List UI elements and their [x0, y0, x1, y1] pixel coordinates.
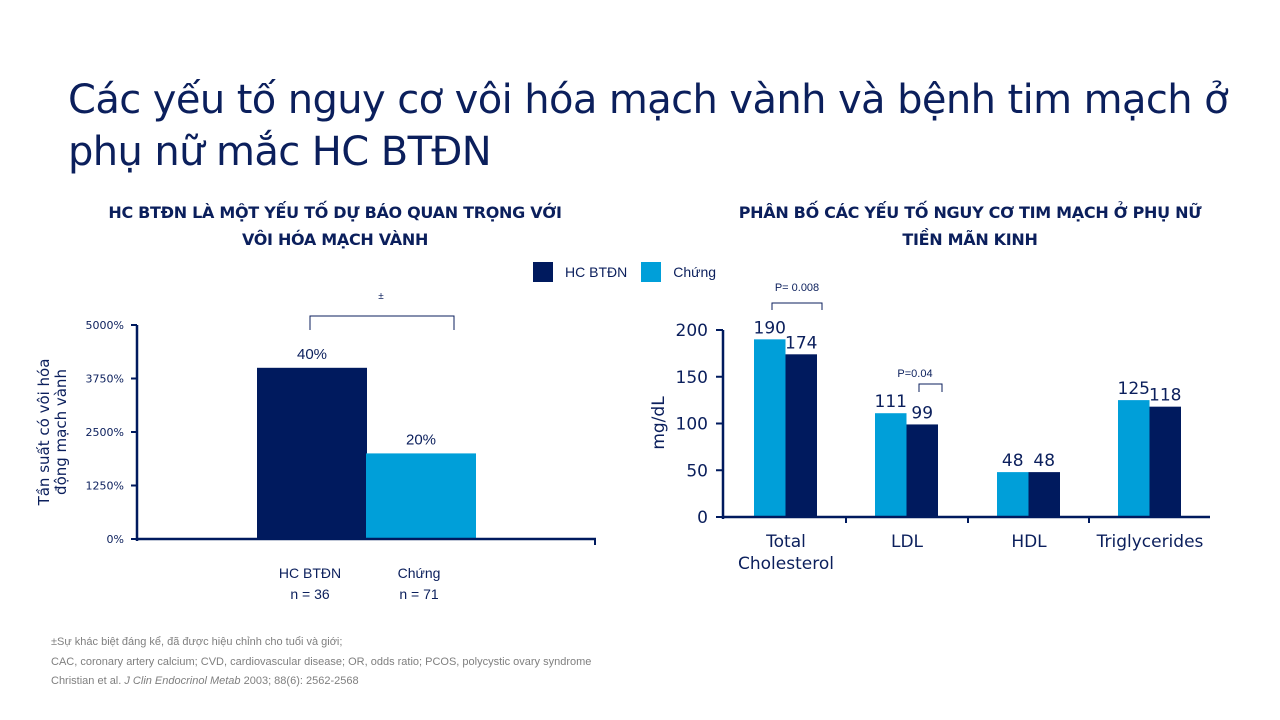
citation-journal: J Clin Endocrinol Metab: [124, 675, 241, 687]
legend-label-chung: Chứng: [673, 264, 717, 280]
citation-authors: Christian et al.: [51, 675, 125, 687]
right-bar-chart: mg/dL 0 50 100 150 200 190 111 48 125 174 99 48 118…: [649, 282, 1210, 574]
right-bar-value-label: 99: [911, 403, 933, 423]
footnote-significance: ±Sự khác biệt đáng kể, đã được hiệu chỉn…: [51, 636, 343, 648]
citation-details: 2003; 88(6): 2562-2568: [240, 675, 359, 687]
right-heading-line2: TIỀN MÃN KINH: [902, 230, 1038, 249]
p-value-label: P= 0.008: [775, 282, 819, 294]
right-y-tick-label: 50: [686, 461, 708, 481]
left-heading-line2: VÔI HÓA MẠCH VÀNH: [241, 230, 429, 249]
right-bar: [785, 354, 817, 517]
footnote-citation: Christian et al. J Clin Endocrinol Metab…: [51, 675, 359, 687]
right-x-category-label: LDL: [891, 532, 924, 552]
right-bar: [875, 413, 907, 517]
significance-bracket: [309, 315, 455, 330]
left-x-category-n: n = 36: [290, 586, 330, 602]
legend-item-hcbtdn: HC BTĐN: [533, 262, 627, 282]
left-bar-chart: Tần suất có vôi hóa động mạch vành 0% 125…: [35, 291, 596, 602]
legend-swatch-hcbtdn: [533, 262, 553, 282]
legend-swatch-chung: [641, 262, 662, 282]
legend-label-hcbtdn: HC BTĐN: [565, 264, 628, 280]
right-bar: [906, 424, 938, 517]
left-bar: [257, 367, 367, 539]
significance-symbol: ±: [378, 291, 384, 302]
right-x-category-label: HDL: [1011, 532, 1047, 552]
right-bar: [997, 472, 1029, 517]
right-bar-value-label: 118: [1149, 386, 1181, 406]
left-y-tick-label: 0%: [107, 533, 124, 546]
right-bar: [754, 339, 786, 517]
right-bar: [1149, 406, 1181, 517]
right-y-tick-label: 150: [676, 368, 708, 388]
p-value-bracket: [771, 302, 823, 310]
right-x-category-label: Total: [765, 532, 806, 552]
right-bar-value-label: 125: [1118, 379, 1150, 399]
right-y-tick-label: 200: [676, 321, 708, 341]
right-bar-value-label: 48: [1002, 451, 1024, 471]
left-y-tick-label: 5000%: [86, 319, 124, 332]
p-value-bracket: [918, 383, 943, 392]
right-y-tick-label: 0: [697, 508, 708, 528]
right-y-tick-label: 100: [676, 415, 708, 435]
right-heading-line1: PHÂN BỐ CÁC YẾU TỐ NGUY CƠ TIM MẠCH Ở PH…: [738, 203, 1202, 222]
left-x-category-label: Chứng: [398, 565, 441, 581]
right-bar: [1028, 472, 1060, 517]
left-bar: [366, 453, 476, 539]
slide-title: Các yếu tố nguy cơ vôi hóa mạch vành và …: [68, 77, 1229, 175]
left-y-axis-label-line1: Tần suất có vôi hóa: [35, 359, 53, 507]
right-bar-value-label: 111: [875, 392, 907, 412]
left-y-tick-label: 1250%: [86, 480, 124, 493]
right-annotations: P= 0.008 P=0.04: [771, 282, 943, 392]
right-bars: 190 111 48 125 174 99 48 118: [754, 318, 1181, 517]
right-x-category-label: Cholesterol: [738, 554, 834, 574]
left-y-ticks: 0% 1250% 2500% 3750% 5000%: [86, 319, 137, 546]
left-x-category-n: n = 71: [399, 586, 439, 602]
footnote-abbreviations: CAC, coronary artery calcium; CVD, cardi…: [51, 656, 592, 668]
left-bar-value-label: 40%: [297, 346, 327, 363]
left-chart-heading: HC BTĐN LÀ MỘT YẾU TỐ DỰ BÁO QUAN TRỌNG …: [70, 199, 600, 253]
left-y-axis-label-line2: động mạch vành: [52, 369, 70, 495]
right-x-category-label: Triglycerides: [1096, 532, 1204, 552]
right-bar-value-label: 174: [785, 333, 817, 353]
right-bar: [1118, 400, 1150, 517]
left-bars: 40% HC BTĐN n = 36 20% Chứng n = 71: [257, 346, 476, 602]
left-x-category-label: HC BTĐN: [279, 565, 341, 581]
p-value-label: P=0.04: [897, 368, 932, 380]
chart-legend: HC BTĐN Chứng: [533, 262, 730, 282]
right-chart-heading: PHÂN BỐ CÁC YẾU TỐ NGUY CƠ TIM MẠCH Ở PH…: [700, 199, 1240, 253]
left-y-tick-label: 2500%: [86, 426, 124, 439]
legend-item-chung: Chứng: [641, 262, 716, 282]
right-y-ticks: 0 50 100 150 200: [676, 321, 1090, 528]
right-y-axis-label: mg/dL: [649, 396, 669, 450]
left-y-tick-label: 3750%: [86, 373, 124, 386]
right-bar-value-label: 48: [1033, 451, 1055, 471]
left-heading-line1: HC BTĐN LÀ MỘT YẾU TỐ DỰ BÁO QUAN TRỌNG …: [108, 203, 562, 222]
right-bar-value-label: 190: [754, 318, 786, 338]
left-bar-value-label: 20%: [406, 431, 436, 448]
